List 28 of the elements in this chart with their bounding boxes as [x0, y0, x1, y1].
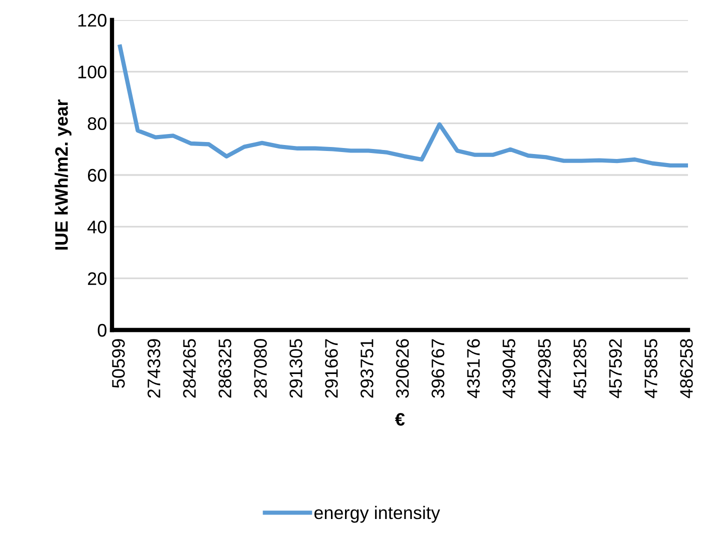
line-series: [118, 44, 688, 168]
x-tick-label: 396767: [432, 339, 444, 398]
x-tick-label: 293751: [360, 339, 374, 398]
x-tick-label: 320626: [396, 339, 409, 398]
y-tick-label: 20: [88, 272, 106, 286]
y-tick-label: 40: [87, 220, 106, 234]
x-tick-label: 284265: [183, 339, 196, 398]
x-tick-label: 291667: [325, 339, 338, 398]
y-tick-label: 0: [98, 324, 106, 337]
x-tick-label: 274339: [148, 339, 160, 398]
x-axis-title: €: [395, 412, 405, 426]
x-tick-label: 435176: [467, 339, 480, 398]
x-tick-label: 457592: [609, 339, 622, 398]
x-tick-label: 486258: [680, 339, 693, 398]
x-tick-label: 50599: [112, 339, 125, 388]
x-tick-label: 286325: [218, 339, 232, 398]
y-tick-label: 120: [78, 14, 106, 27]
x-tick-label: 291305: [290, 339, 302, 398]
x-tick-label: 287080: [254, 339, 267, 398]
y-tick-label: 60: [88, 168, 106, 182]
x-tick-label: 442985: [538, 339, 551, 398]
x-tick-label: 475855: [644, 339, 658, 398]
y-tick-label: 100: [78, 66, 106, 78]
x-tick-label: 439045: [502, 339, 516, 398]
y-tick-label: 80: [88, 117, 106, 130]
legend-label: energy intensity: [314, 506, 440, 523]
x-tick-label: 451285: [574, 339, 586, 398]
y-axis-title: IUE kWh/m2. year: [54, 100, 72, 250]
